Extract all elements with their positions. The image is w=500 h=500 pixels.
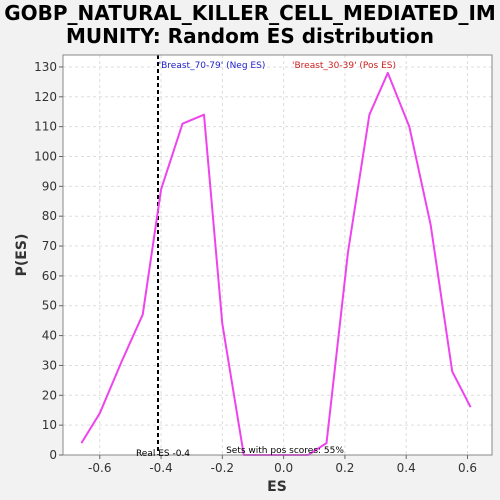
x-tick-label: 0.6	[458, 461, 477, 475]
x-tick-label: 0.2	[335, 461, 354, 475]
legend-neg-label: 'Breast_70-79' (Neg ES)	[159, 61, 266, 71]
real-es-label: Real ES -0.4	[136, 449, 190, 459]
plot-frame	[62, 54, 493, 456]
x-axis-label: ES	[267, 479, 287, 495]
grid-lines	[63, 55, 492, 456]
y-tick-label: 110	[34, 120, 57, 134]
y-axis-label: P(ES)	[14, 234, 30, 277]
y-tick-label: 130	[34, 60, 57, 74]
axes: 0 10 20 30 40 50 60 70 80 90 100 110 120 130 -0.6 -0.4 -…	[34, 54, 493, 475]
x-tick-label: 0.4	[397, 461, 416, 475]
x-tick-label: -0.2	[211, 461, 234, 475]
y-tick-label: 120	[34, 90, 57, 104]
y-tick-label: 50	[42, 299, 57, 313]
y-tick-label: 30	[42, 358, 57, 372]
y-tick-label: 60	[42, 269, 57, 283]
y-tick-label: 70	[42, 239, 57, 253]
y-tick-label: 80	[42, 209, 57, 223]
legend-pos-label: 'Breast_30-39' (Pos ES)	[292, 61, 396, 71]
pos-scores-label: Sets with pos scores: 55%	[226, 446, 344, 456]
y-tick-label: 20	[42, 388, 57, 402]
y-tick-label: 100	[34, 149, 57, 163]
y-tick-label: 10	[42, 418, 57, 432]
y-tick-label: 40	[42, 329, 57, 343]
x-tick-label: -0.6	[88, 461, 111, 475]
chart-title-line-1: GOBP_NATURAL_KILLER_CELL_MEDIATED_IM	[4, 1, 496, 25]
plot-area	[63, 55, 492, 455]
y-tick-label: 90	[42, 179, 57, 193]
chart-title-line-2: MUNITY: Random ES distribution	[66, 24, 434, 48]
y-tick-label: 0	[49, 448, 57, 462]
x-tick-label: -0.4	[149, 461, 172, 475]
x-tick-label: 0.0	[274, 461, 293, 475]
